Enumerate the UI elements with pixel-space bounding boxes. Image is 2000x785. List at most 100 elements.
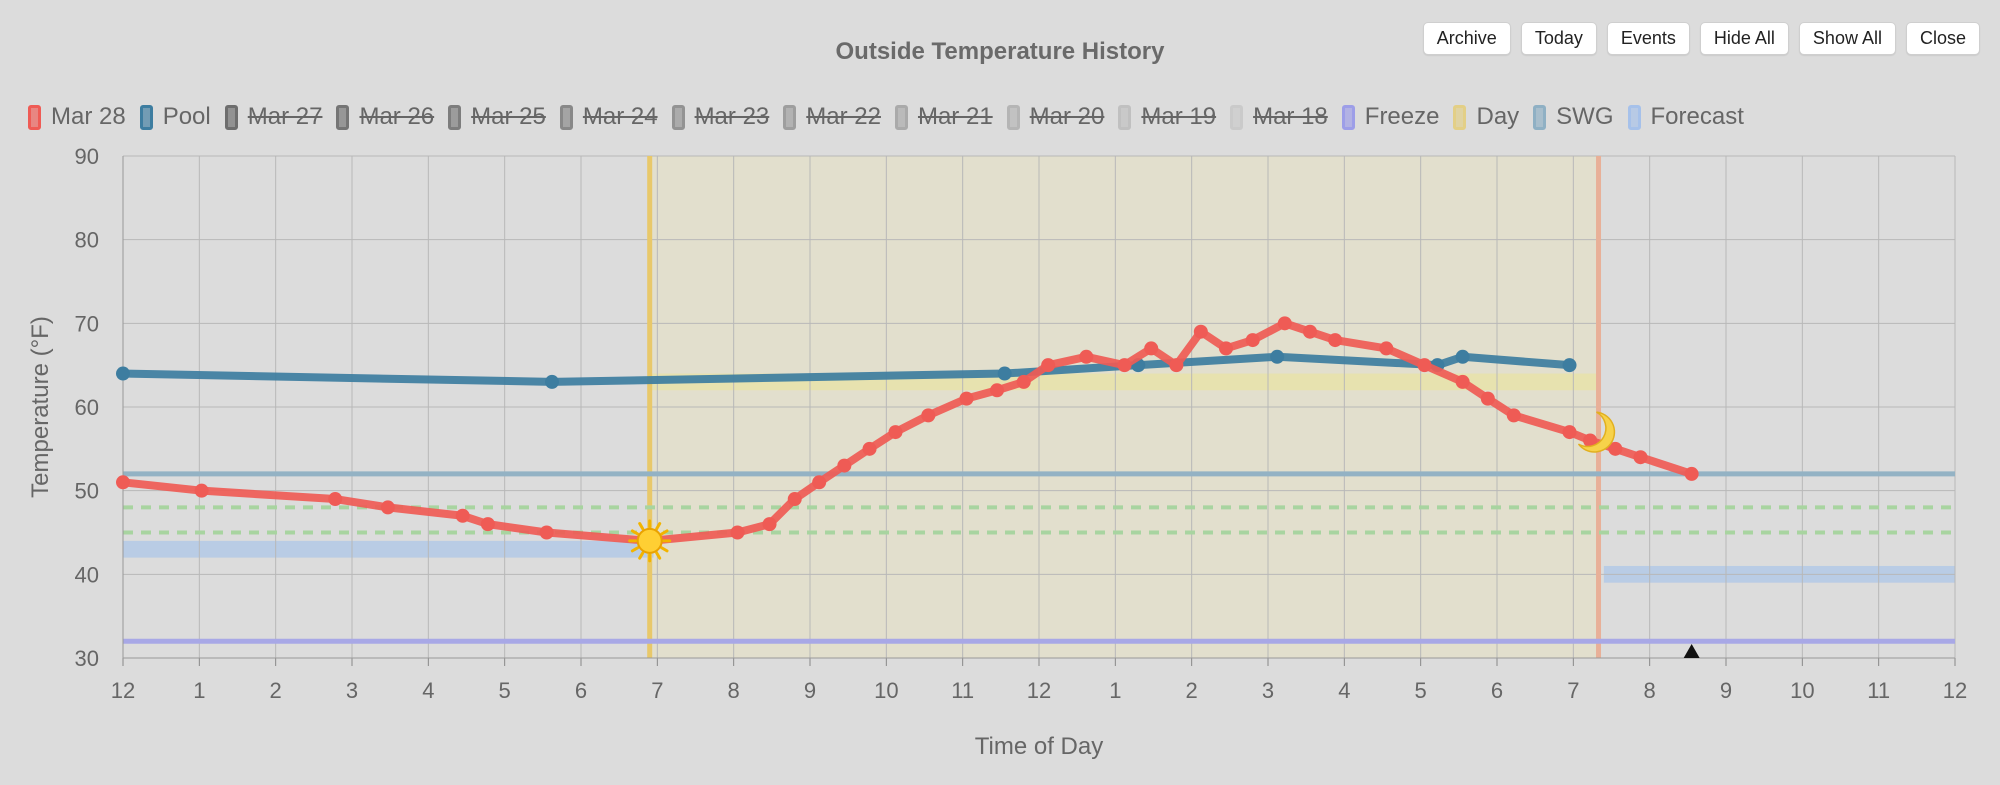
- y-tick-label: 90: [75, 144, 99, 169]
- moon-icon: [1577, 411, 1616, 453]
- data-point-mar-28: [1608, 441, 1623, 456]
- data-point-mar-28: [1245, 333, 1260, 348]
- sun-ray: [655, 551, 662, 560]
- hide-all-button[interactable]: Hide All: [1699, 22, 1789, 55]
- x-axis-title: Time of Day: [975, 733, 1103, 760]
- data-point-mar-28: [1506, 408, 1521, 423]
- legend-swatch: [1533, 104, 1547, 130]
- legend-item-mar-18[interactable]: Mar 18: [1230, 103, 1328, 131]
- legend-item-swg[interactable]: SWG: [1533, 103, 1614, 131]
- x-tick-label: 2: [270, 678, 282, 703]
- data-point-pool: [1562, 358, 1577, 373]
- x-tick-label: 12: [111, 678, 135, 703]
- legend-item-freeze[interactable]: Freeze: [1341, 103, 1440, 131]
- data-point-mar-28: [116, 475, 130, 490]
- legend-item-mar-24[interactable]: Mar 24: [559, 103, 658, 131]
- y-tick-label: 60: [75, 395, 99, 420]
- data-point-mar-28: [1379, 341, 1394, 356]
- data-point-mar-28: [1684, 466, 1699, 481]
- legend-label: Mar 26: [359, 103, 435, 130]
- legend-item-mar-28[interactable]: Mar 28: [28, 103, 126, 131]
- data-point-mar-28: [1328, 333, 1343, 348]
- series-line-mar-28: [119, 319, 1696, 545]
- legend-item-mar-27[interactable]: Mar 27: [224, 103, 322, 131]
- y-tick-label: 40: [75, 562, 99, 587]
- data-point-mar-28: [762, 517, 777, 532]
- legend-swatch: [448, 104, 462, 130]
- data-point-mar-28: [539, 525, 554, 540]
- legend-swatch: [671, 104, 685, 130]
- legend-swatch: [1453, 104, 1467, 130]
- legend-item-mar-23[interactable]: Mar 23: [671, 103, 770, 131]
- legend-label: Mar 20: [1029, 103, 1105, 130]
- legend-item-mar-26[interactable]: Mar 26: [336, 103, 434, 131]
- x-tick-label: 4: [1338, 678, 1350, 703]
- legend-label: Forecast: [1650, 103, 1744, 130]
- close-button[interactable]: Close: [1905, 22, 1980, 55]
- x-tick-label: 5: [499, 678, 511, 703]
- legend-item-forecast[interactable]: Forecast: [1627, 103, 1744, 131]
- legend-item-mar-21[interactable]: Mar 21: [894, 103, 993, 131]
- x-tick-label: 9: [1720, 678, 1732, 703]
- archive-button[interactable]: Archive: [1422, 22, 1511, 55]
- data-point-mar-28: [1193, 324, 1208, 339]
- data-point-mar-28: [194, 483, 209, 498]
- today-button[interactable]: Today: [1520, 22, 1597, 55]
- sun-disc: [636, 527, 663, 554]
- x-tick-label: 12: [1943, 678, 1967, 703]
- legend-swatch: [1627, 104, 1641, 130]
- x-tick-label: 11: [1867, 678, 1890, 703]
- x-tick-label: 7: [1567, 678, 1579, 703]
- legend-item-mar-19[interactable]: Mar 19: [1118, 103, 1216, 131]
- x-tick-label: 8: [728, 678, 740, 703]
- data-point-mar-28: [1117, 358, 1132, 373]
- y-tick-label: 80: [75, 228, 99, 253]
- y-tick-label: 50: [75, 479, 99, 504]
- data-point-mar-28: [1016, 374, 1031, 389]
- data-point-mar-28: [1417, 358, 1432, 373]
- data-point-mar-28: [888, 425, 903, 440]
- legend-item-day[interactable]: Day: [1453, 103, 1519, 131]
- x-tick-label: 4: [422, 678, 434, 703]
- legend-label: Mar 19: [1141, 103, 1217, 130]
- data-point-mar-28: [921, 408, 936, 423]
- toolbar: Archive Today Events Hide All Show All C…: [1422, 22, 1980, 55]
- data-point-mar-28: [455, 508, 470, 523]
- data-point-mar-28: [1277, 316, 1292, 331]
- legend-item-pool[interactable]: Pool: [139, 103, 211, 131]
- data-point-mar-28: [837, 458, 852, 473]
- data-point-pool: [1455, 349, 1470, 364]
- data-point-mar-28: [1144, 341, 1159, 356]
- y-tick-label: 70: [75, 311, 99, 336]
- x-tick-label: 9: [804, 678, 816, 703]
- legend-item-mar-22[interactable]: Mar 22: [783, 103, 881, 131]
- show-all-button[interactable]: Show All: [1798, 22, 1896, 55]
- legend-label: Mar 25: [471, 103, 546, 130]
- legend-label: Mar 22: [806, 103, 881, 130]
- x-tick-label: 7: [651, 678, 663, 703]
- legend-swatch: [783, 104, 797, 130]
- data-point-mar-28: [1302, 324, 1317, 339]
- legend-label: Mar 23: [694, 103, 770, 130]
- y-tick-label: 30: [75, 646, 99, 671]
- legend-label: Mar 21: [917, 103, 993, 130]
- legend-swatch: [1118, 104, 1132, 130]
- x-tick-label: 5: [1415, 678, 1427, 703]
- legend-swatch: [224, 104, 238, 130]
- data-point-mar-28: [480, 517, 495, 532]
- x-tick-label: 6: [575, 678, 587, 703]
- events-button[interactable]: Events: [1606, 22, 1690, 55]
- y-axis-title: Temperature (°F): [27, 316, 54, 498]
- x-tick-label: 3: [346, 678, 358, 703]
- legend-item-mar-20[interactable]: Mar 20: [1006, 103, 1105, 131]
- legend-label: Mar 18: [1253, 103, 1328, 130]
- series-pool: [116, 349, 1577, 389]
- legend-swatch: [336, 104, 350, 130]
- legend-label: Freeze: [1364, 103, 1440, 130]
- data-point-mar-28: [990, 383, 1005, 398]
- sun-ray: [630, 529, 640, 536]
- moon-crescent: [1577, 411, 1616, 453]
- sun-ray: [655, 522, 662, 531]
- legend-swatch: [894, 104, 908, 130]
- legend-item-mar-25[interactable]: Mar 25: [448, 103, 546, 131]
